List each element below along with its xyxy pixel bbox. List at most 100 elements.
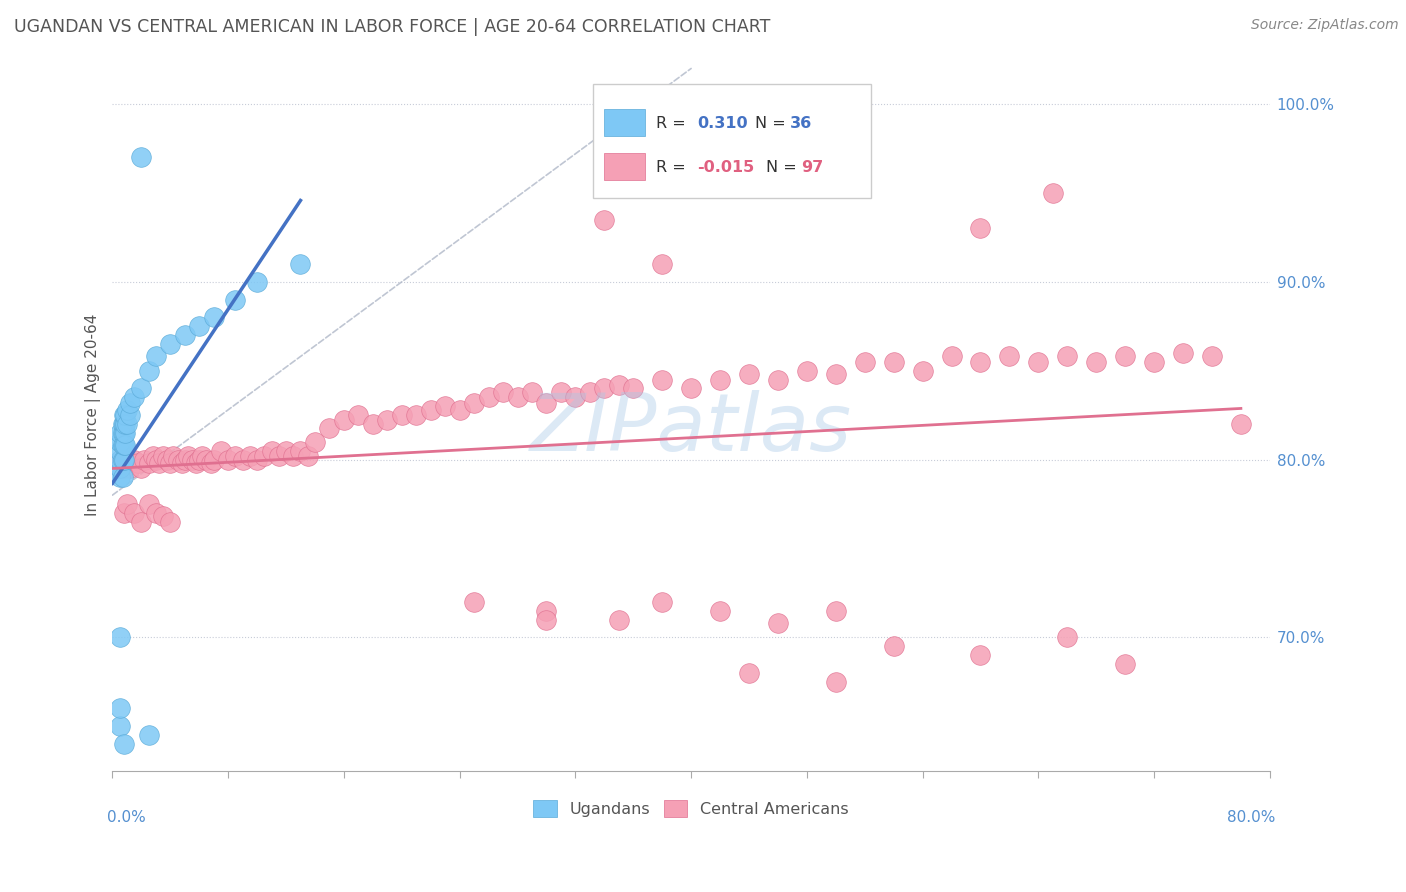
Point <box>131 382 153 396</box>
Point <box>550 385 572 400</box>
Point <box>108 701 131 715</box>
Point <box>651 595 673 609</box>
Point <box>1171 346 1194 360</box>
Point <box>361 417 384 431</box>
Text: R =: R = <box>657 116 692 131</box>
Point <box>118 408 141 422</box>
Point <box>122 452 145 467</box>
Point <box>162 449 184 463</box>
Point <box>239 449 262 463</box>
Point <box>709 373 731 387</box>
Point <box>202 310 225 325</box>
Text: R =: R = <box>657 161 692 175</box>
Point <box>253 449 276 463</box>
Point <box>224 449 246 463</box>
Point <box>188 319 211 334</box>
Point <box>391 408 413 422</box>
Point <box>209 443 232 458</box>
Point <box>108 452 131 467</box>
Point <box>290 443 312 458</box>
Point <box>112 425 135 440</box>
Point <box>112 461 135 475</box>
Point <box>520 385 543 400</box>
Point <box>112 452 135 467</box>
Point <box>138 497 160 511</box>
Point <box>738 368 761 382</box>
Point <box>333 413 356 427</box>
Point <box>738 665 761 680</box>
Point <box>824 674 846 689</box>
Point <box>998 350 1021 364</box>
Point <box>111 452 134 467</box>
Point <box>347 408 370 422</box>
Point <box>108 452 131 467</box>
Point <box>434 399 457 413</box>
Point <box>419 402 441 417</box>
Legend: Ugandans, Central Americans: Ugandans, Central Americans <box>527 794 855 823</box>
Point <box>176 449 198 463</box>
Point <box>1085 355 1108 369</box>
Point <box>173 328 195 343</box>
Point <box>112 438 135 452</box>
Point <box>709 604 731 618</box>
Point <box>463 395 485 409</box>
Point <box>202 452 225 467</box>
Point <box>138 456 160 470</box>
Point <box>405 408 427 422</box>
Point <box>108 443 131 458</box>
Point <box>246 452 269 467</box>
Point <box>159 337 181 351</box>
Point <box>195 452 218 467</box>
Point <box>274 443 297 458</box>
Point <box>112 417 135 431</box>
Point <box>134 452 156 467</box>
Point <box>318 420 340 434</box>
Point <box>1028 355 1050 369</box>
Point <box>111 417 134 431</box>
Point <box>1143 355 1166 369</box>
Point <box>260 443 283 458</box>
Point <box>853 355 876 369</box>
Point <box>492 385 515 400</box>
Text: N =: N = <box>766 161 803 175</box>
Point <box>463 595 485 609</box>
Point <box>651 257 673 271</box>
Point <box>148 456 170 470</box>
Point <box>969 221 991 235</box>
FancyBboxPatch shape <box>605 153 645 180</box>
Text: 36: 36 <box>790 116 811 131</box>
Point <box>824 368 846 382</box>
Point <box>536 395 558 409</box>
Point <box>969 355 991 369</box>
Point <box>536 604 558 618</box>
Point <box>188 452 211 467</box>
Text: 97: 97 <box>801 161 824 175</box>
Point <box>115 417 138 431</box>
Point <box>166 452 188 467</box>
Point <box>267 449 290 463</box>
Point <box>122 506 145 520</box>
Point <box>112 737 135 751</box>
Text: Source: ZipAtlas.com: Source: ZipAtlas.com <box>1251 18 1399 32</box>
Point <box>766 616 789 631</box>
Point <box>1201 350 1223 364</box>
Point <box>114 408 136 422</box>
Point <box>200 456 222 470</box>
Point <box>1114 350 1136 364</box>
Point <box>824 604 846 618</box>
Point <box>181 452 204 467</box>
Point <box>607 378 630 392</box>
Point <box>173 452 195 467</box>
Point <box>1114 657 1136 671</box>
Point <box>159 515 181 529</box>
Point <box>290 257 312 271</box>
Point <box>108 461 131 475</box>
Point <box>112 408 135 422</box>
Point <box>579 385 602 400</box>
Point <box>477 390 499 404</box>
Point <box>1042 186 1064 200</box>
FancyBboxPatch shape <box>593 85 870 198</box>
Point <box>118 461 141 475</box>
Point <box>131 461 153 475</box>
Point <box>145 350 167 364</box>
